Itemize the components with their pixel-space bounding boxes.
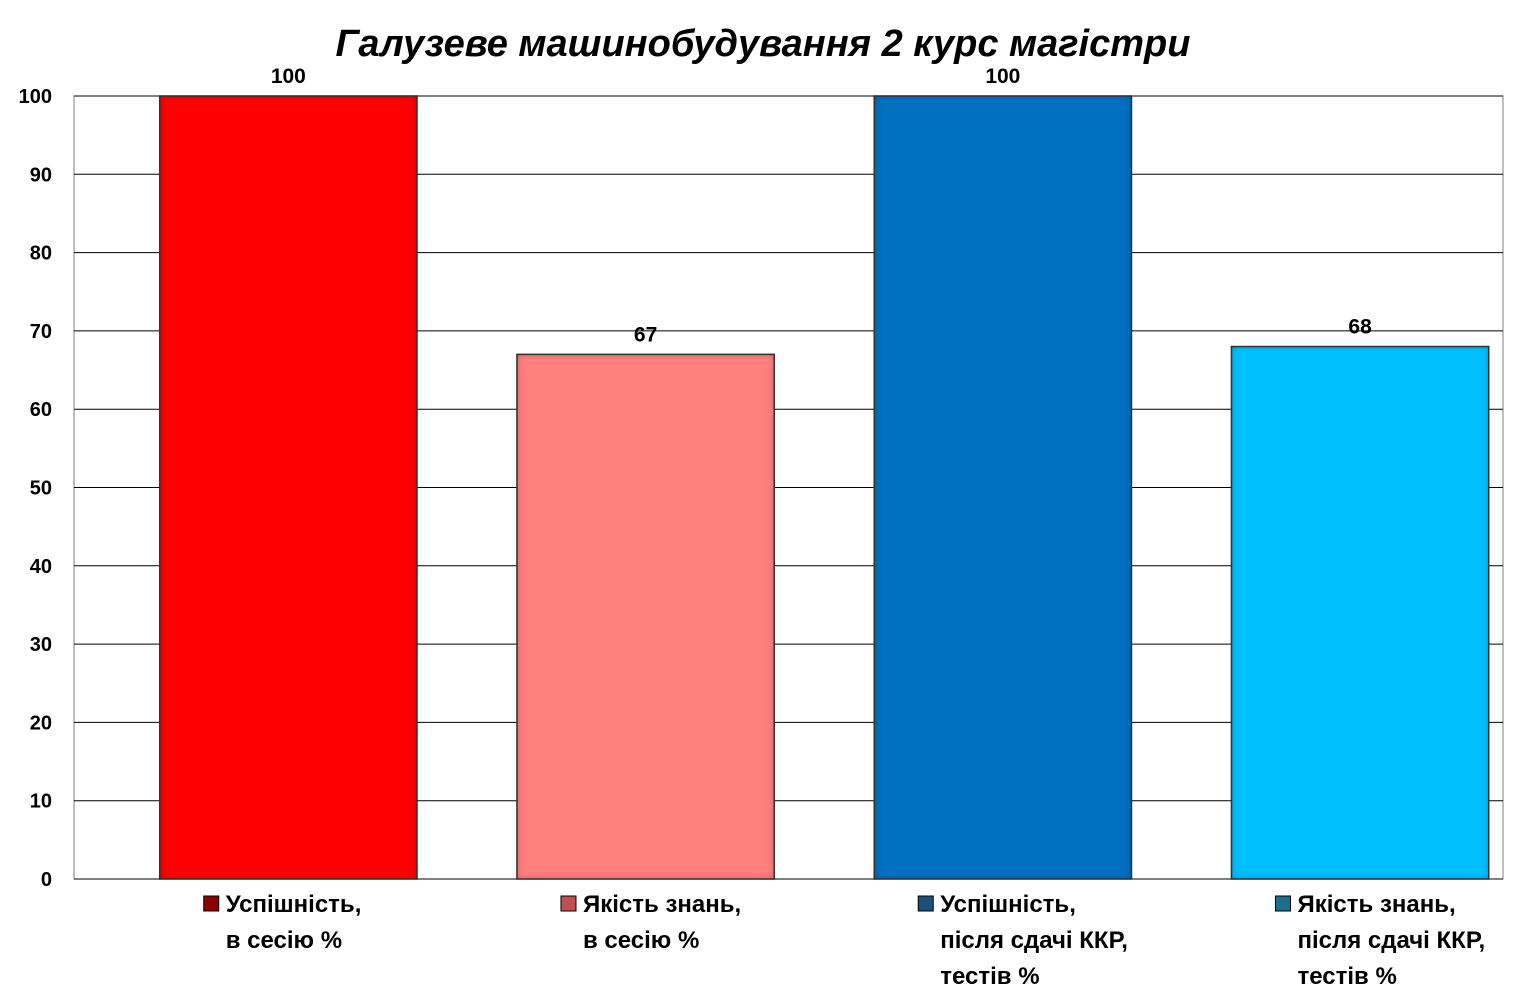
bar	[158, 95, 418, 880]
y-tick-label: 30	[30, 634, 52, 656]
legend-label: Якість знань,	[1297, 891, 1455, 918]
legend-label: Якість знань,	[583, 891, 741, 918]
y-tick-label: 60	[30, 399, 52, 421]
data-labels: 100 67 100 68	[271, 65, 1372, 346]
legend-label: після сдачі ККР,	[1297, 927, 1485, 954]
legend-marker	[917, 895, 934, 912]
data-label: 68	[1348, 316, 1372, 339]
legend-label: Успішність,	[940, 891, 1076, 918]
legend-marker	[560, 895, 577, 912]
data-label: 67	[634, 323, 657, 346]
legend-label: Успішність,	[226, 891, 362, 918]
legend-label: в сесію %	[226, 927, 342, 954]
data-label: 100	[271, 65, 306, 88]
y-tick-label: 10	[30, 791, 52, 813]
legend-label: після сдачі ККР,	[940, 927, 1128, 954]
y-tick-label: 70	[30, 321, 52, 343]
legend-label: тестів %	[940, 963, 1039, 990]
y-tick-label: 100	[19, 86, 52, 108]
legend-marker	[1274, 895, 1291, 912]
legend-marker	[203, 895, 220, 912]
bar	[516, 353, 775, 880]
bar	[1230, 345, 1490, 880]
y-tick-label: 0	[41, 869, 52, 891]
y-tick-label: 90	[30, 164, 52, 186]
data-label: 100	[985, 65, 1020, 88]
bars	[158, 95, 1490, 880]
y-axis-ticks: 0 10 20 30 40 50 60 70 80 90 100	[19, 86, 52, 891]
y-tick-label: 80	[30, 243, 52, 265]
legend: Успішність, в сесію % Якість знань, в сесію…	[203, 891, 1485, 990]
bar	[873, 95, 1133, 880]
y-tick-label: 40	[30, 556, 52, 578]
legend-label: тестів %	[1297, 963, 1396, 990]
legend-label: в сесію %	[583, 927, 699, 954]
y-tick-label: 50	[30, 478, 52, 500]
y-tick-label: 20	[30, 712, 52, 734]
chart-title: Галузеве машинобудування 2 курс магістри	[336, 23, 1191, 65]
